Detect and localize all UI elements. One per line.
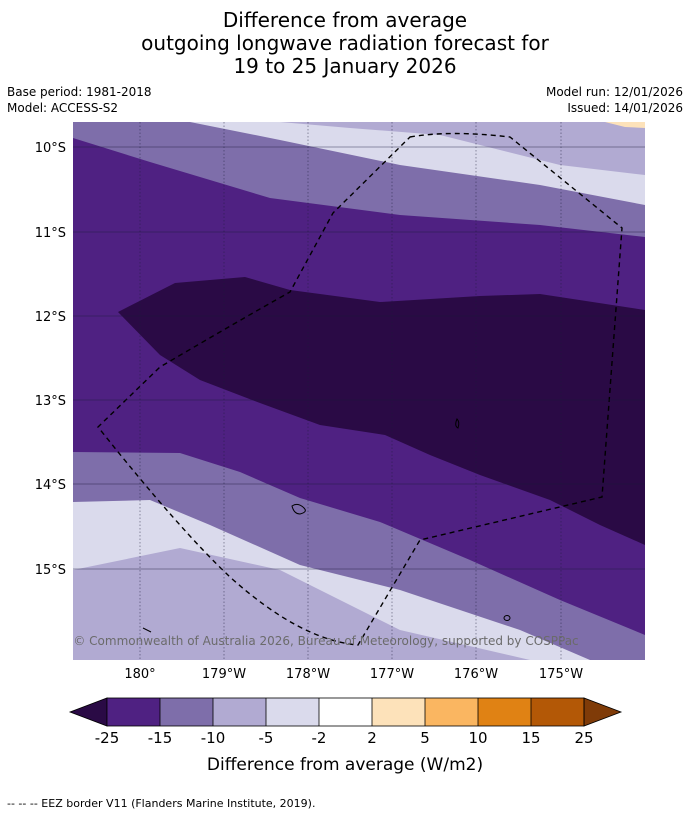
lon-label: 178°W <box>286 667 330 682</box>
colorbar-tick-label: 10 <box>468 729 487 747</box>
colorbar-tick-label: -15 <box>148 729 173 747</box>
colorbar-tick-label: 25 <box>574 729 593 747</box>
colorbar-bin <box>372 698 425 726</box>
colorbar-tick-label: -2 <box>312 729 327 747</box>
island-outline <box>455 418 460 429</box>
lat-label: 12°S <box>35 310 66 325</box>
copyright-text: © Commonwealth of Australia 2026, Bureau… <box>73 634 578 648</box>
lon-label: 177°W <box>370 667 414 682</box>
lon-label: 176°W <box>454 667 498 682</box>
colorbar-bin <box>531 698 584 726</box>
base-period: Base period: 1981-2018 <box>7 85 152 99</box>
colorbar-bin <box>425 698 478 726</box>
forecast-map: 10°S 11°S 12°S 13°S 14°S 15°S 180° 179°W… <box>35 122 645 775</box>
lon-label: 179°W <box>202 667 246 682</box>
model-run: Model run: 12/01/2026 <box>545 85 683 99</box>
positive-anomaly-patch <box>605 122 645 128</box>
colorbar-bin <box>266 698 319 726</box>
colorbar-tick-label: 15 <box>521 729 540 747</box>
colorbar-under-arrow <box>68 697 108 727</box>
island-outline <box>142 627 152 633</box>
lat-label: 14°S <box>35 478 66 493</box>
colorbar: -25 -15 -10 -5 -2 2 5 10 15 25 Differenc… <box>68 697 623 775</box>
colorbar-over-arrow <box>583 697 623 727</box>
island-outline <box>291 503 306 515</box>
colorbar-bin <box>213 698 266 726</box>
anomaly-band-medium-light <box>73 122 645 660</box>
issued-date: Issued: 14/01/2026 <box>567 101 683 115</box>
colorbar-label: Difference from average (W/m2) <box>207 755 483 775</box>
anomaly-band-darkest <box>118 277 645 545</box>
model-name: Model: ACCESS-S2 <box>7 101 119 115</box>
colorbar-bin <box>319 698 372 726</box>
lat-label: 15°S <box>35 563 66 578</box>
graticule <box>73 122 645 660</box>
colorbar-tick-label: -10 <box>201 729 226 747</box>
map-field <box>73 122 645 660</box>
colorbar-tick-label: -25 <box>95 729 120 747</box>
title-line-2: outgoing longwave radiation forecast for <box>141 31 549 55</box>
colorbar-tick-label: 2 <box>367 729 377 747</box>
colorbar-tick-label: 5 <box>420 729 430 747</box>
lat-label: 13°S <box>35 394 66 409</box>
eez-border <box>97 132 623 646</box>
colorbar-tick-label: -5 <box>259 729 274 747</box>
lon-label: 180° <box>124 667 155 682</box>
colorbar-bin <box>478 698 531 726</box>
title-line-1: Difference from average <box>222 8 468 32</box>
colorbar-bin <box>107 698 160 726</box>
lon-label: 175°W <box>539 667 583 682</box>
island-outline <box>503 615 511 621</box>
title-line-3: 19 to 25 January 2026 <box>233 54 457 78</box>
eez-note: -- -- -- EEZ border V11 (Flanders Marine… <box>7 797 316 810</box>
colorbar-bin <box>160 698 213 726</box>
lat-label: 10°S <box>35 141 66 156</box>
lat-label: 11°S <box>35 226 66 241</box>
